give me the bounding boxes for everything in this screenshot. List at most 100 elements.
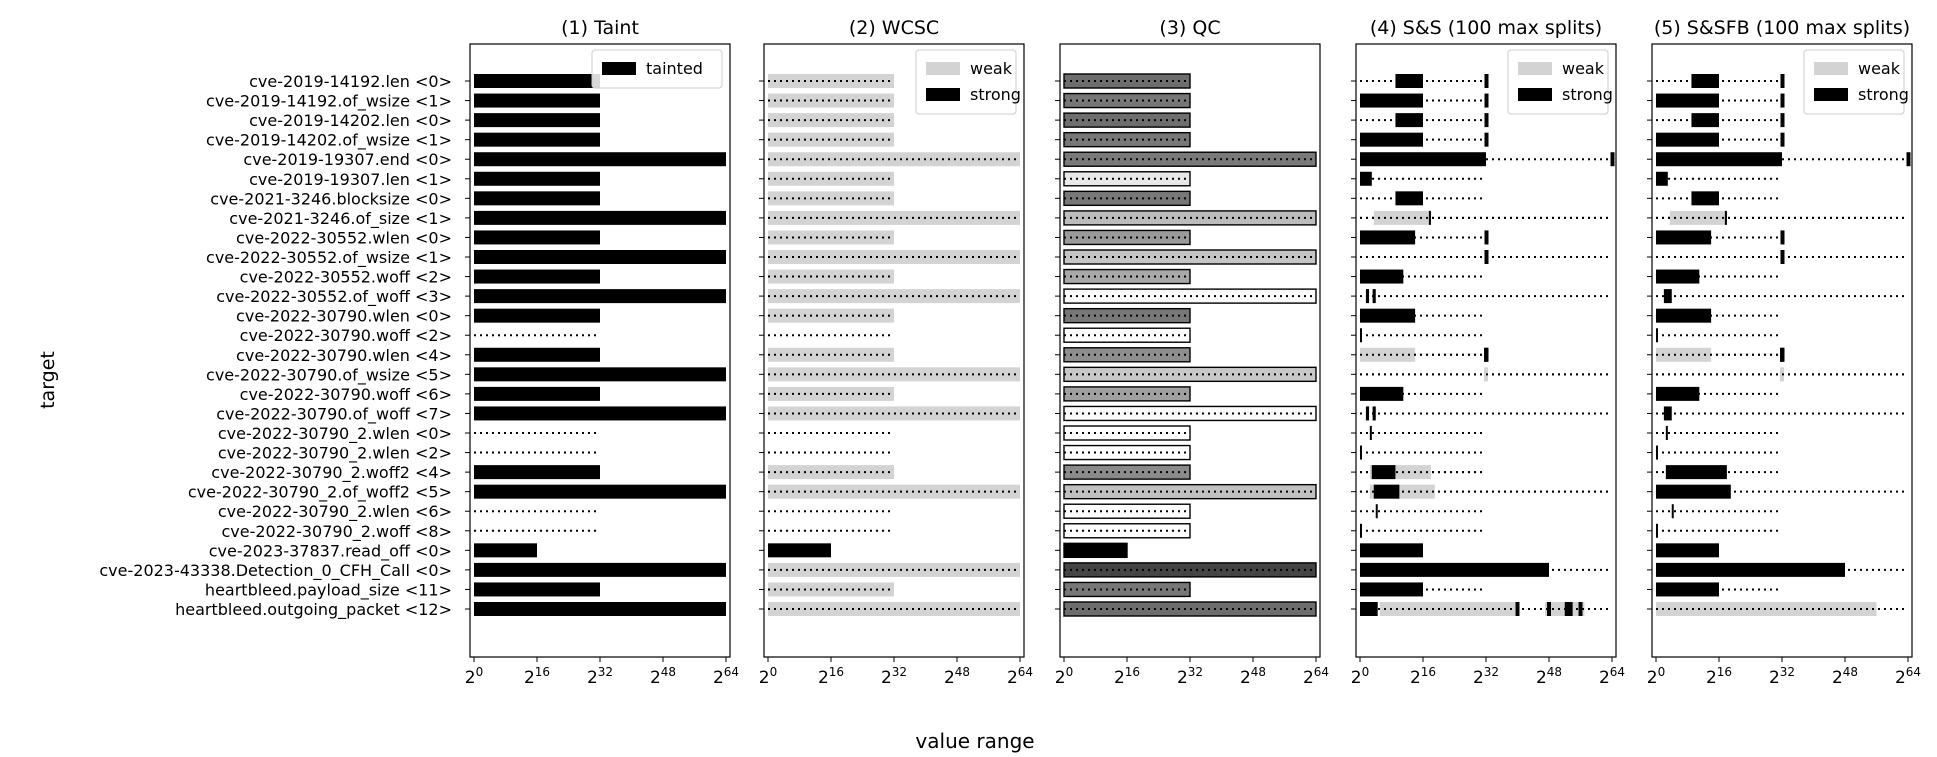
- tainted-bar: [474, 113, 600, 128]
- split-marker: [1610, 152, 1615, 167]
- category-label: cve-2022-30790.of_woff <7>: [216, 404, 452, 424]
- category-label: cve-2022-30790.woff <2>: [240, 326, 452, 345]
- split-marker: [1484, 132, 1489, 147]
- legend-label: weak: [970, 59, 1013, 78]
- strong-bar: [1360, 230, 1416, 245]
- category-label: cve-2022-30790_2.woff <8>: [221, 522, 452, 542]
- split-marker: [1780, 250, 1785, 264]
- weak-bar: [768, 74, 894, 88]
- weak-bar: [768, 582, 894, 597]
- strong-bar: [1360, 445, 1362, 460]
- strong-bar: [1360, 132, 1423, 147]
- weak-bar: [1379, 602, 1518, 616]
- tainted-bar: [474, 465, 600, 480]
- x-tick-label: 264: [1007, 665, 1033, 688]
- category-label: cve-2022-30790.of_wsize <5>: [206, 365, 452, 385]
- x-tick-label: 20: [465, 665, 483, 688]
- legend-swatch: [1518, 88, 1552, 101]
- category-label: cve-2019-14202.len <0>: [249, 111, 452, 130]
- category-label: cve-2022-30790_2.woff2 <4>: [211, 463, 452, 483]
- split-marker: [1484, 74, 1489, 88]
- category-label: cve-2019-19307.end <0>: [243, 150, 452, 169]
- category-label: cve-2022-30552.wlen <0>: [236, 228, 452, 247]
- tainted-bar: [474, 543, 537, 558]
- strong-bar: [1360, 523, 1362, 538]
- category-label: cve-2022-30790_2.wlen <2>: [218, 444, 452, 464]
- x-tick-label: 20: [759, 665, 777, 688]
- tainted-bar: [474, 132, 600, 147]
- split-marker: [1780, 230, 1785, 245]
- strong-bar: [1360, 328, 1362, 343]
- legend-label: weak: [1562, 59, 1605, 78]
- weak-bar: [768, 171, 894, 186]
- strong-bar: [1360, 602, 1378, 616]
- x-tick-label: 248: [1240, 665, 1266, 688]
- legend-swatch: [1814, 88, 1848, 101]
- tainted-bar: [474, 484, 726, 499]
- legend-box: [591, 49, 723, 89]
- category-label: cve-2022-30790.wlen <4>: [236, 346, 452, 365]
- panel-title: (2) WCSC: [849, 17, 939, 39]
- category-label: cve-2022-30552.of_wsize <1>: [206, 248, 452, 268]
- tainted-bar: [474, 171, 600, 186]
- strong-bar: [1656, 484, 1731, 499]
- strong-bar: [1691, 74, 1719, 88]
- panel-title: (3) QC: [1159, 17, 1220, 39]
- weak-bar: [768, 308, 894, 323]
- weak-bar: [1360, 347, 1416, 362]
- legend-swatch: [926, 62, 960, 75]
- strong-bar: [768, 543, 831, 558]
- split-marker: [1780, 74, 1785, 88]
- legend-swatch: [926, 88, 960, 101]
- tainted-bar: [474, 230, 600, 245]
- strong-bar: [1656, 582, 1719, 597]
- x-tick-label: 20: [1647, 665, 1665, 688]
- weak-bar: [768, 386, 894, 401]
- strong-bar: [1665, 426, 1668, 440]
- split-marker: [1484, 230, 1489, 245]
- x-tick-label: 20: [1055, 665, 1073, 688]
- split-marker: [1484, 347, 1489, 362]
- legend-label: strong: [970, 85, 1021, 104]
- weak-bar: [768, 230, 894, 245]
- x-tick-label: 232: [587, 665, 613, 688]
- tainted-bar: [474, 152, 726, 167]
- legend-label: strong: [1858, 85, 1909, 104]
- split-marker: [1780, 113, 1785, 128]
- strong-bar: [1372, 289, 1376, 304]
- strong-bar: [1656, 562, 1845, 577]
- strong-bar: [1665, 465, 1727, 480]
- x-tick-label: 216: [818, 665, 844, 688]
- strong-bar: [1360, 543, 1423, 558]
- tainted-bar: [474, 269, 600, 284]
- split-marker: [1484, 250, 1489, 264]
- tainted-bar: [474, 582, 600, 597]
- strong-bar: [1395, 113, 1423, 128]
- tainted-bar: [474, 562, 726, 577]
- tainted-bar: [474, 210, 726, 225]
- x-tick-label: 264: [1895, 665, 1921, 688]
- strong-bar: [1372, 406, 1376, 421]
- strong-bar: [1691, 191, 1719, 206]
- category-label: cve-2023-43338.Detection_0_CFH_Call <0>: [99, 561, 452, 581]
- legend-swatch: [1518, 62, 1552, 75]
- tainted-bar: [474, 93, 600, 108]
- strong-bar: [1656, 132, 1719, 147]
- tainted-bar: [474, 386, 600, 401]
- strong-bar: [1724, 210, 1727, 225]
- strong-bar: [1578, 602, 1583, 616]
- panel-title: (1) Taint: [561, 17, 639, 39]
- strong-bar: [1547, 602, 1551, 616]
- x-tick-label: 248: [650, 665, 676, 688]
- weak-bar: [1656, 602, 1877, 616]
- category-label: cve-2022-30790.wlen <0>: [236, 307, 452, 326]
- category-label: cve-2022-30790_2.of_woff2 <5>: [188, 483, 452, 503]
- tainted-bar: [474, 250, 726, 264]
- category-label: cve-2021-3246.blocksize <0>: [210, 189, 452, 208]
- split-marker: [1484, 93, 1489, 108]
- x-tick-label: 232: [1769, 665, 1795, 688]
- strong-bar: [1671, 504, 1674, 519]
- tainted-bar: [474, 308, 600, 323]
- weak-bar: [768, 269, 894, 284]
- category-label: cve-2019-19307.len <1>: [249, 170, 452, 189]
